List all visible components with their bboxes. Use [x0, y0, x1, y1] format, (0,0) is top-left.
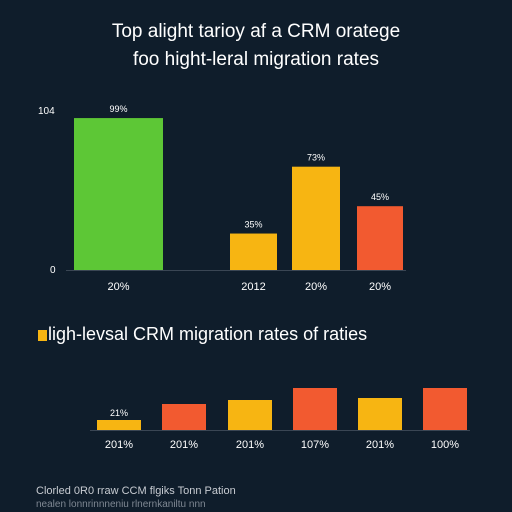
- bar: [162, 404, 206, 430]
- bar: [228, 400, 272, 430]
- bar: [292, 166, 340, 270]
- bar: [74, 118, 163, 270]
- data-label: 35%: [244, 220, 262, 230]
- footer-line-2: nealen lonnrinnneniu rlnernkaniltu nnn: [36, 499, 206, 510]
- x-tick-label: 201%: [105, 439, 133, 451]
- second-chart-title-text: ligh-levsal CRM migration rates of ratie…: [48, 324, 368, 344]
- second-chart-title: ligh-levsal CRM migration rates of ratie…: [38, 321, 367, 347]
- bar: [423, 388, 467, 430]
- data-label: 73%: [307, 153, 325, 163]
- x-tick-label: 2012: [241, 281, 265, 293]
- chart-title-line-1: Top alight tarioy af a CRM oratege: [111, 21, 401, 42]
- data-label: 99%: [109, 104, 127, 114]
- x-tick-label: 20%: [305, 281, 327, 293]
- y-tick-label: 104: [38, 106, 55, 117]
- data-label: 45%: [371, 192, 389, 202]
- bar: [97, 420, 141, 430]
- x-tick-label: 201%: [236, 439, 264, 451]
- bar: [357, 206, 403, 270]
- x-tick-label: 20%: [107, 281, 129, 293]
- x-tick-label: 201%: [170, 439, 198, 451]
- x-tick-label: 107%: [301, 439, 329, 451]
- y-tick-label: 0: [50, 265, 56, 276]
- chart-title-line-2: foo hight-leral migration rates: [132, 49, 380, 70]
- footer-line-1: Clorled 0R0 rraw CCM flgiks Tonn Pation: [36, 485, 236, 497]
- x-tick-label: 201%: [366, 439, 394, 451]
- chart-title: Top alight tarioy af a CRM oratege foo h…: [0, 18, 512, 74]
- bar: [358, 398, 402, 430]
- footer-caption: Clorled 0R0 rraw CCM flgiks Tonn Pation …: [36, 484, 236, 512]
- data-label: 21%: [110, 408, 128, 418]
- x-tick-label: 20%: [369, 281, 391, 293]
- bar: [230, 233, 277, 270]
- x-tick-label: 100%: [431, 439, 459, 451]
- bar: [293, 388, 337, 430]
- legend-swatch-icon: [38, 330, 47, 341]
